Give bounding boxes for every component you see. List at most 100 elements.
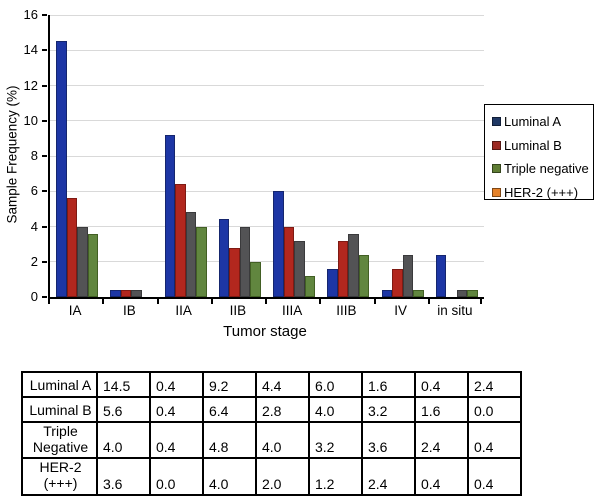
bar-her-2 [196,226,207,297]
x-axis-title: Tumor stage [223,323,307,340]
bar-luminal-b [337,240,349,297]
bar-her-2 [358,254,370,297]
y-tick-mark [42,84,47,87]
y-tick-mark [42,119,47,122]
gridline [50,14,484,16]
legend-label: Luminal A [504,114,562,130]
bar-luminal-a [435,254,447,297]
value-cell: 0.4 [149,396,204,423]
value-cell: 3.6 [361,420,416,460]
bar-triple-negative [348,233,359,297]
value-cell: 1.6 [414,396,469,423]
value-cell: 2.0 [255,457,310,496]
y-tick-mark [42,14,47,16]
row-label-cell: Luminal B [21,396,98,423]
x-tick-mark [319,299,322,304]
value-cell: 4.0 [96,420,151,460]
legend-swatch [492,164,501,174]
y-tick-mark [42,155,47,157]
x-tick-mark [427,299,430,304]
value-cell: 2.4 [467,371,522,398]
gridline [50,85,484,86]
bar-chart: Sample Frequency (%) 0 2 4 6 8 10 12 14 16 IA IB I… [5,8,594,340]
legend-item: HER-2 (+++) [485,181,593,205]
value-cell: 4.0 [202,457,257,496]
value-cell: 4.4 [255,371,310,398]
y-tick-label: 14 [23,42,38,58]
gridline [50,155,484,157]
y-tick-mark [42,225,47,228]
data-table-container: Luminal A 14.5 0.4 9.2 4.4 6.0 1.6 0.4 2.4 Lumina… [21,371,522,496]
value-cell: 6.0 [308,371,363,398]
legend-label: Luminal B [504,137,562,153]
y-tick-mark [42,190,47,193]
x-tick-mark [480,299,482,304]
bar-luminal-b [120,289,132,297]
bar-luminal-b [229,247,240,297]
value-cell: 0.4 [414,371,469,398]
category-label: IB [122,303,136,318]
value-cell: 9.2 [202,371,257,398]
bar-luminal-a [110,289,121,297]
bar-her-2 [250,261,261,297]
plot-area [48,14,484,299]
y-tick-label: 4 [30,218,38,234]
bar-triple-negative [131,289,142,297]
legend-item: Triple negative [485,157,593,181]
gridline [50,261,484,263]
legend-swatch [492,117,501,127]
data-table: Luminal A 14.5 0.4 9.2 4.4 6.0 1.6 0.4 2.4 Lumina… [21,371,522,496]
value-cell: 0.4 [149,371,204,398]
bar-luminal-b [283,226,294,297]
y-tick-mark [42,296,47,298]
value-cell: 1.2 [308,457,363,496]
bar-luminal-a [164,134,175,297]
bar-luminal-a [381,289,392,297]
value-cell: 4.0 [308,396,363,423]
value-cell: 14.5 [96,371,151,398]
value-cell: 3.2 [361,396,416,423]
table-row: Luminal A 14.5 0.4 9.2 4.4 6.0 1.6 0.4 2.4 [21,371,522,398]
x-tick-mark [210,299,213,304]
legend-label: HER-2 (+++) [504,184,579,200]
value-cell: 0.4 [467,420,522,460]
x-tick-mark [156,299,159,304]
value-cell: 0.4 [414,457,469,496]
value-cell: 4.0 [255,420,310,460]
bar-triple-negative [456,289,468,297]
y-tick-label: 8 [30,148,38,163]
bar-luminal-b [392,268,403,297]
gridline [50,226,484,227]
value-cell: 1.6 [361,371,416,398]
y-tick-label: 12 [23,77,38,93]
category-label: in situ [437,303,473,318]
legend: Luminal A Luminal B Triple negative HER-2 (… [484,104,594,200]
legend-item: Luminal A [485,110,593,134]
gridline [50,190,484,192]
value-cell: 0.4 [149,420,204,460]
value-cell: 2.8 [255,396,310,423]
bar-her-2 [304,275,315,297]
table-row: Luminal B 5.6 0.4 6.4 2.8 4.0 3.2 1.6 0.0 [21,396,522,423]
x-tick-mark [48,299,50,304]
row-label-cell: HER-2 (+++) [21,457,98,496]
bar-her-2 [467,289,478,297]
bar-luminal-a [327,268,338,297]
bar-her-2 [413,289,424,297]
row-label-cell: Triple Negative [21,420,98,460]
category-label: IA [68,303,82,318]
category-label: IIA [175,303,192,318]
category-label: IV [394,303,407,318]
row-label-cell: Luminal A [21,371,98,398]
bar-triple-negative [77,226,88,297]
value-cell: 6.4 [202,396,257,423]
x-tick-mark [102,299,105,304]
y-tick-label: 6 [30,183,38,199]
bar-triple-negative [185,212,196,297]
gridline [50,120,484,122]
legend-label: Triple negative [504,161,589,177]
value-cell: 2.4 [361,457,416,496]
category-label: IIB [229,303,247,318]
bar-triple-negative [239,226,251,297]
